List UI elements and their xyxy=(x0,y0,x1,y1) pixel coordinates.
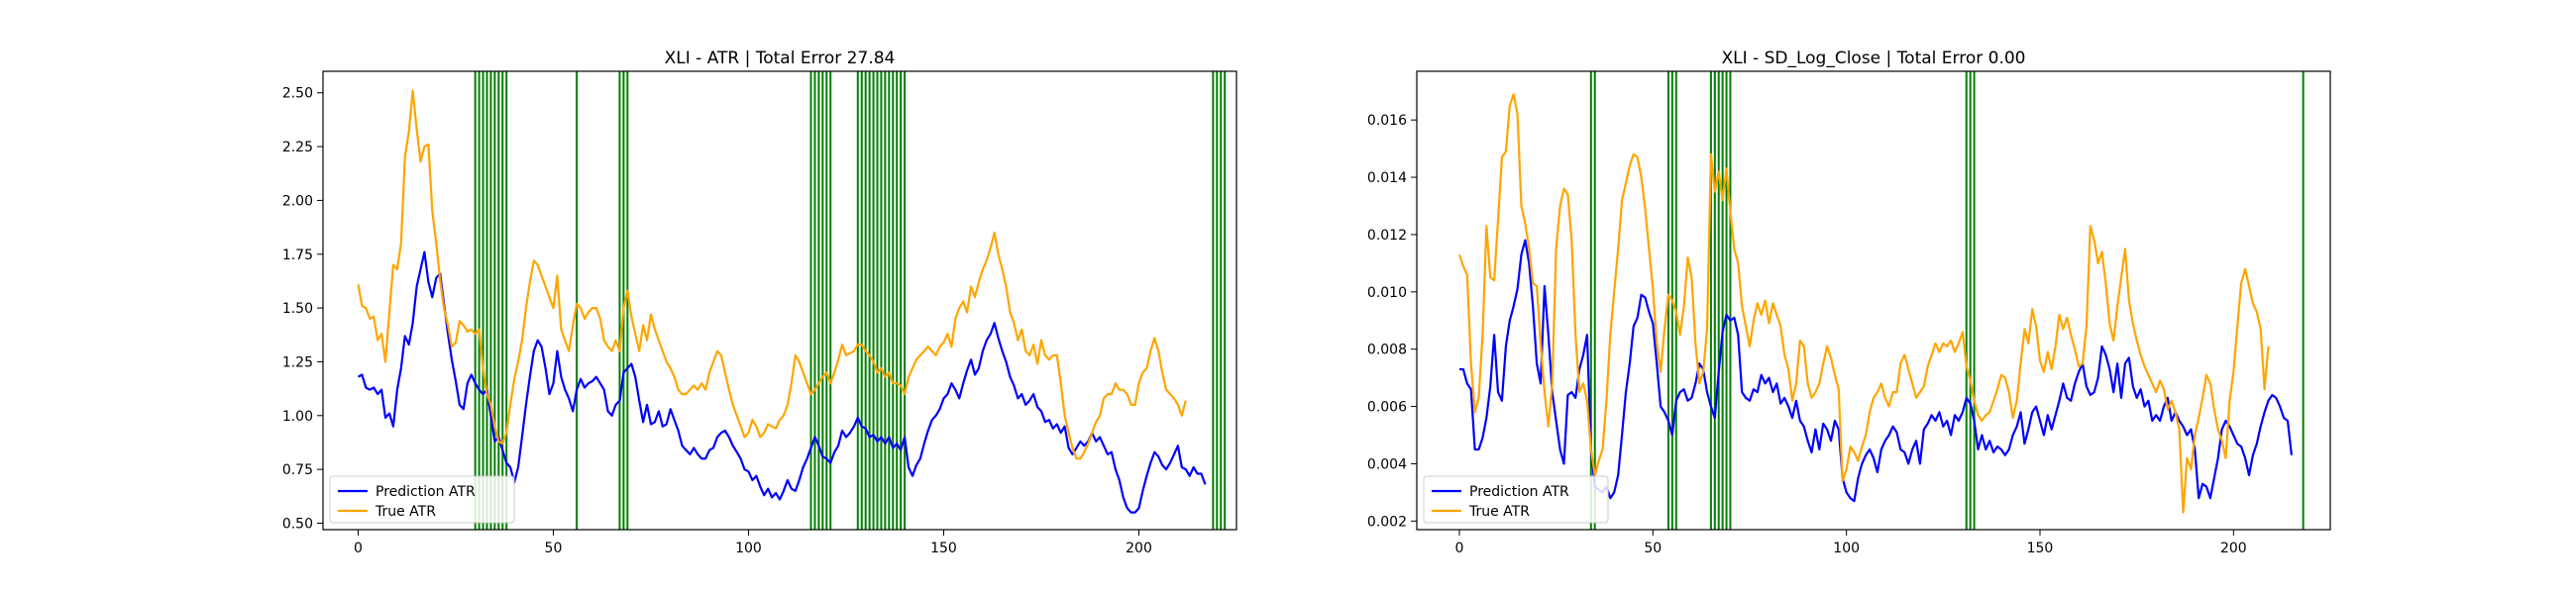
series-line-true xyxy=(1457,93,2270,514)
x-tick-label: 150 xyxy=(2027,541,2054,556)
y-tick-label: 0.75 xyxy=(282,462,313,478)
plot-area xyxy=(1457,71,2305,530)
chart-title: XLI - ATR | Total Error 27.84 xyxy=(665,49,896,68)
legend-label: True ATR xyxy=(1468,504,1530,520)
y-tick-label: 0.016 xyxy=(1367,113,1407,129)
x-tick-label: 100 xyxy=(735,541,762,556)
atr-panel: XLI - ATR | Total Error 27.84 0 50 100 150 20… xyxy=(282,49,1237,556)
y-tick-label: 0.006 xyxy=(1367,400,1407,416)
y-tick-label: 0.014 xyxy=(1367,170,1407,186)
y-tick-label: 2.25 xyxy=(282,140,313,155)
y-tick-label: 0.010 xyxy=(1367,285,1407,301)
y-tick-label: 2.00 xyxy=(282,193,313,209)
y-tick-label: 1.50 xyxy=(282,301,313,317)
series-line-true xyxy=(357,89,1187,460)
y-tick-label: 0.008 xyxy=(1367,343,1407,358)
y-tick-label: 0.50 xyxy=(282,516,313,532)
series-line-prediction xyxy=(357,250,1207,514)
legend: Prediction ATR True ATR xyxy=(329,475,515,524)
legend-label: Prediction ATR xyxy=(376,484,476,500)
x-tick-label: 150 xyxy=(930,541,957,556)
y-tick-label: 1.25 xyxy=(282,354,313,370)
axes-frame xyxy=(322,70,1237,531)
y-tick-label: 0.002 xyxy=(1367,514,1407,530)
axes-frame xyxy=(1416,70,2331,531)
y-tick-label: 1.00 xyxy=(282,409,313,425)
legend-box xyxy=(329,475,515,524)
y-tick-label: 0.012 xyxy=(1367,228,1407,244)
x-tick-label: 0 xyxy=(1455,541,1464,556)
legend-box xyxy=(1423,475,1609,524)
y-tick-label: 2.50 xyxy=(282,86,313,102)
legend: Prediction ATR True ATR xyxy=(1423,475,1609,524)
y-tick-label: 0.004 xyxy=(1367,456,1407,472)
x-tick-label: 200 xyxy=(2220,541,2247,556)
y-tick-label: 1.75 xyxy=(282,248,313,263)
sd-log-close-panel: XLI - SD_Log_Close | Total Error 0.00 0 50… xyxy=(1367,49,2331,556)
x-tick-label: 200 xyxy=(1126,541,1152,556)
legend-label: True ATR xyxy=(375,504,436,520)
x-tick-label: 50 xyxy=(1644,541,1662,556)
x-tick-label: 100 xyxy=(1833,541,1860,556)
plot-area xyxy=(357,71,1227,530)
x-tick-label: 50 xyxy=(545,541,563,556)
chart-title: XLI - SD_Log_Close | Total Error 0.00 xyxy=(1722,49,2026,68)
x-tick-label: 0 xyxy=(354,541,363,556)
legend-label: Prediction ATR xyxy=(1469,484,1569,500)
